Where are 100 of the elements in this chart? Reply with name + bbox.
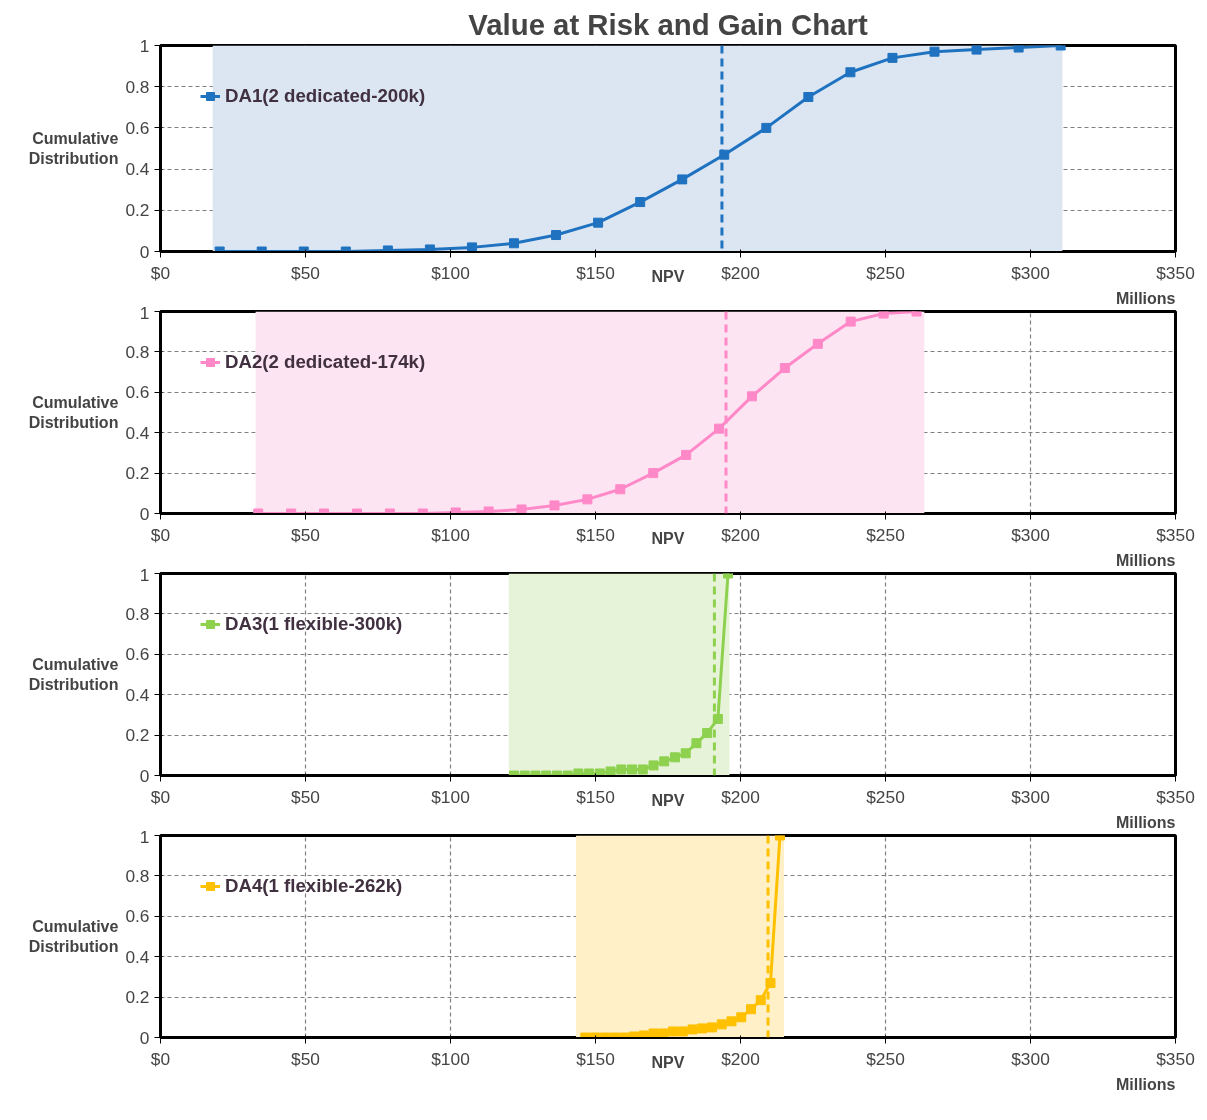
y-tick-label: 0.6	[125, 644, 150, 665]
y-tick-label: 0.8	[125, 341, 150, 362]
x-tick-label: $150	[576, 786, 615, 807]
point	[680, 748, 691, 759]
x-tick-label: $300	[1011, 524, 1050, 545]
y-tick-label: 0.4	[125, 946, 150, 967]
point	[929, 46, 940, 57]
x-tick-label: $250	[866, 786, 905, 807]
y-tick-label: 0	[139, 241, 150, 262]
point	[627, 764, 638, 775]
x-tick-label: $250	[866, 262, 905, 283]
point	[648, 760, 659, 771]
point	[761, 122, 772, 133]
point	[659, 756, 670, 767]
y-tick-label: 1	[139, 826, 150, 847]
y-tick-label: 0.2	[125, 200, 150, 221]
point	[697, 1023, 708, 1034]
point	[707, 1022, 718, 1033]
x-tick-label: $0	[150, 786, 171, 807]
point	[755, 995, 766, 1006]
x-tick-label: $50	[291, 262, 320, 283]
x-axis-title: NPV	[651, 1053, 685, 1071]
point	[549, 500, 560, 511]
x-tick-label: $50	[291, 524, 320, 545]
point	[509, 238, 520, 249]
x-tick-label: $300	[1011, 1048, 1050, 1069]
chart-title: Value at Risk and Gain Chart	[468, 7, 868, 41]
point	[681, 449, 692, 460]
y-tick-label: 0.8	[125, 76, 150, 97]
y-tick-label: 0.8	[125, 865, 150, 886]
point	[687, 1024, 698, 1035]
x-tick-label: $100	[431, 262, 470, 283]
x-tick-label: $350	[1156, 786, 1195, 807]
y-tick-label: 0.2	[125, 987, 150, 1008]
x-tick-label: $300	[1011, 786, 1050, 807]
point	[677, 174, 688, 185]
x-tick-label: $250	[866, 524, 905, 545]
point	[746, 1004, 756, 1015]
y-axis-title: Cumulative Distribution	[28, 655, 119, 694]
legend-label: DA4(1 flexible-262k)	[225, 875, 403, 897]
point	[702, 728, 713, 739]
y-tick-label: 0	[139, 503, 150, 524]
x-tick-label: $50	[291, 1048, 320, 1069]
y-axis-title: Cumulative Distribution	[28, 393, 119, 432]
x-tick-label: $100	[431, 524, 470, 545]
y-tick-label: 0.6	[125, 117, 150, 138]
point	[594, 768, 605, 776]
text: Millions	[1115, 1075, 1176, 1093]
x-tick-label: $100	[431, 786, 470, 807]
y-tick-label: 0.8	[125, 603, 150, 624]
point	[551, 230, 562, 241]
point	[971, 45, 982, 55]
y-tick-label: 1	[139, 564, 150, 585]
x-axis-title: NPV	[651, 529, 685, 547]
y-tick-label: 0.4	[125, 684, 150, 705]
point	[615, 484, 626, 495]
x-tick-label: $150	[576, 524, 615, 545]
x-tick-label: $200	[721, 524, 760, 545]
point	[483, 506, 494, 514]
y-axis-title: Cumulative Distribution	[28, 917, 119, 956]
y-axis-title: Cumulative Distribution	[28, 129, 119, 168]
x-axis-title: NPV	[651, 267, 685, 285]
y-tick-label: 0.4	[125, 159, 150, 180]
point	[714, 423, 725, 434]
point	[779, 363, 790, 374]
legend-label: DA2(2 dedicated-174k)	[225, 351, 426, 373]
y-tick-label: 1	[139, 302, 150, 323]
text: Millions	[1115, 551, 1176, 569]
y-tick-label: 0.4	[125, 422, 150, 443]
point	[669, 752, 680, 763]
x-tick-label: $0	[150, 1048, 171, 1069]
text: Millions	[1115, 813, 1176, 831]
point	[677, 1026, 688, 1037]
point	[648, 468, 659, 479]
x-tick-label: $300	[1011, 262, 1050, 283]
y-tick-label: 0	[139, 765, 150, 786]
x-tick-label: $0	[150, 262, 171, 283]
point	[593, 217, 604, 228]
legend-label: DA3(1 flexible-300k)	[225, 613, 403, 635]
point	[845, 316, 856, 327]
x-tick-label: $350	[1156, 1048, 1195, 1069]
point	[616, 764, 627, 775]
y-tick-label: 1	[139, 35, 150, 56]
point	[746, 391, 757, 402]
point	[736, 1012, 747, 1023]
x-tick-label: $150	[576, 262, 615, 283]
x-tick-label: $200	[721, 786, 760, 807]
point	[466, 242, 477, 252]
point	[726, 1016, 737, 1027]
point	[878, 311, 889, 319]
point	[516, 504, 527, 514]
point	[582, 494, 593, 505]
x-tick-label: $200	[721, 1048, 760, 1069]
x-tick-label: $200	[721, 262, 760, 283]
point	[691, 738, 702, 749]
x-tick-label: $350	[1156, 262, 1195, 283]
point	[668, 1026, 679, 1037]
x-tick-label: $100	[431, 1048, 470, 1069]
x-tick-label: $50	[291, 786, 320, 807]
x-axis-title: NPV	[651, 791, 685, 809]
